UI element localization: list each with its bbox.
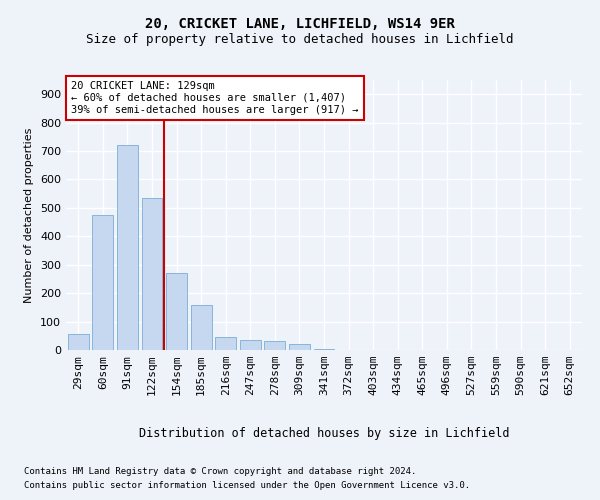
Bar	[240, 340, 261, 350]
Bar	[142, 198, 163, 350]
Bar	[215, 337, 236, 350]
Text: 20, CRICKET LANE, LICHFIELD, WS14 9ER: 20, CRICKET LANE, LICHFIELD, WS14 9ER	[145, 18, 455, 32]
Text: Distribution of detached houses by size in Lichfield: Distribution of detached houses by size …	[139, 428, 509, 440]
Text: Contains public sector information licensed under the Open Government Licence v3: Contains public sector information licen…	[24, 481, 470, 490]
Bar	[265, 342, 286, 350]
Text: 20 CRICKET LANE: 129sqm
← 60% of detached houses are smaller (1,407)
39% of semi: 20 CRICKET LANE: 129sqm ← 60% of detache…	[71, 82, 359, 114]
Bar	[117, 146, 138, 350]
Bar	[191, 304, 212, 350]
Y-axis label: Number of detached properties: Number of detached properties	[25, 128, 34, 302]
Bar	[166, 274, 187, 350]
Text: Size of property relative to detached houses in Lichfield: Size of property relative to detached ho…	[86, 32, 514, 46]
Text: Contains HM Land Registry data © Crown copyright and database right 2024.: Contains HM Land Registry data © Crown c…	[24, 468, 416, 476]
Bar	[289, 344, 310, 350]
Bar	[68, 334, 89, 350]
Bar	[314, 348, 334, 350]
Bar	[92, 215, 113, 350]
